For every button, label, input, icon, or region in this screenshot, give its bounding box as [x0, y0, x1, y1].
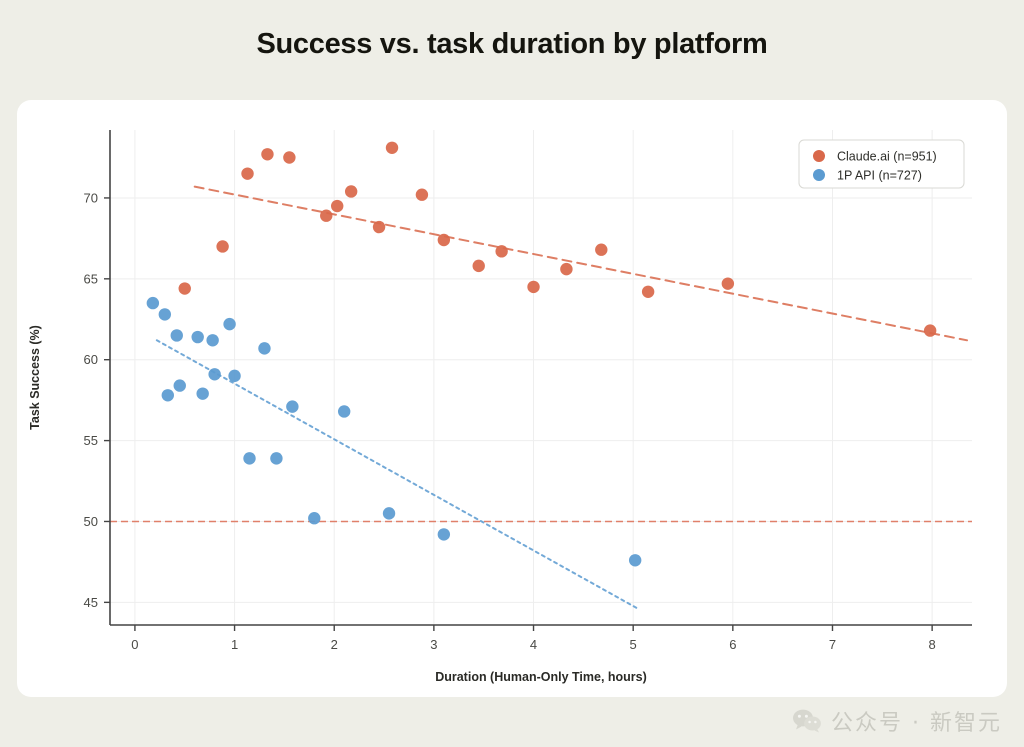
trend-line-claude_ai: [193, 185, 969, 342]
data-point[interactable]: [437, 528, 451, 541]
watermark: 公众号 · 新智元: [792, 705, 1002, 737]
data-point[interactable]: [241, 167, 254, 180]
y-axis-tick-label: 70: [84, 190, 98, 205]
trend-line-first_party_api: [155, 339, 640, 610]
series-first_party_api: [146, 296, 642, 567]
data-point[interactable]: [170, 329, 183, 342]
data-point[interactable]: [258, 342, 271, 355]
data-point[interactable]: [641, 285, 655, 298]
legend-label-claude_ai: Claude.ai (n=951): [837, 150, 937, 164]
wechat-icon: [793, 709, 821, 732]
watermark-text: 公众号 · 新智元: [831, 711, 1002, 736]
data-point[interactable]: [158, 308, 172, 321]
data-point[interactable]: [495, 245, 508, 258]
chart-card: 45 50 55 60 65 70 0 1 2 3 4 5 6 7 8 Duration (Human-Onl…: [17, 100, 1007, 697]
y-axis-title: Task Success (%): [28, 325, 42, 430]
x-axis-tick-label: 1: [231, 637, 238, 652]
data-point[interactable]: [472, 259, 485, 273]
data-point[interactable]: [382, 507, 396, 520]
data-point[interactable]: [595, 243, 608, 256]
data-point[interactable]: [228, 369, 241, 383]
data-point[interactable]: [308, 512, 321, 525]
data-point[interactable]: [173, 379, 186, 392]
data-point[interactable]: [923, 324, 937, 337]
x-axis-tick-label: 2: [331, 637, 338, 652]
data-point[interactable]: [337, 405, 351, 418]
y-axis-tick-label: 50: [84, 514, 98, 529]
legend-box: [798, 139, 965, 189]
data-point[interactable]: [372, 220, 386, 234]
x-axis-title: Duration (Human-Only Time, hours): [435, 670, 647, 684]
legend-swatch-first_party_api: [813, 169, 825, 181]
y-axis-tick-label: 55: [84, 433, 98, 448]
data-point[interactable]: [243, 452, 256, 465]
x-axis-tick-label: 8: [929, 637, 936, 652]
data-point[interactable]: [146, 296, 160, 310]
data-point[interactable]: [320, 209, 333, 222]
data-point[interactable]: [208, 368, 221, 381]
data-point[interactable]: [191, 330, 204, 344]
data-point[interactable]: [721, 277, 735, 290]
data-point[interactable]: [286, 400, 299, 413]
data-point[interactable]: [527, 280, 540, 294]
data-point[interactable]: [331, 199, 344, 213]
y-axis-tick-label: 60: [84, 352, 98, 367]
data-point[interactable]: [196, 387, 209, 400]
data-point[interactable]: [206, 334, 219, 347]
data-point[interactable]: [161, 389, 174, 402]
x-axis-tick-label: 5: [630, 637, 637, 652]
data-point[interactable]: [344, 185, 358, 198]
legend-label-first_party_api: 1P API (n=727): [837, 169, 922, 183]
data-point[interactable]: [385, 141, 399, 154]
data-point[interactable]: [628, 554, 642, 567]
page-title: Success vs. task duration by platform: [256, 28, 768, 60]
data-point[interactable]: [270, 452, 283, 465]
data-point[interactable]: [283, 151, 296, 164]
x-axis-tick-label: 7: [829, 637, 836, 652]
legend: Claude.ai (n=951) 1P API (n=727): [798, 139, 965, 189]
x-axis-tick-label: 0: [131, 637, 138, 652]
data-point[interactable]: [178, 282, 191, 295]
y-axis-tick-label: 45: [84, 595, 98, 610]
legend-swatch-claude_ai: [813, 150, 825, 162]
series-claude_ai: [178, 141, 937, 337]
data-point[interactable]: [437, 233, 451, 247]
x-axis-tick-label: 3: [430, 637, 437, 652]
data-point[interactable]: [415, 188, 429, 201]
data-point[interactable]: [560, 262, 573, 276]
data-point[interactable]: [216, 240, 229, 253]
x-axis-tick-label: 4: [530, 637, 537, 652]
x-axis-tick-label: 6: [729, 637, 736, 652]
data-point[interactable]: [223, 317, 236, 331]
data-point[interactable]: [261, 148, 274, 161]
y-axis-tick-label: 65: [84, 271, 98, 286]
